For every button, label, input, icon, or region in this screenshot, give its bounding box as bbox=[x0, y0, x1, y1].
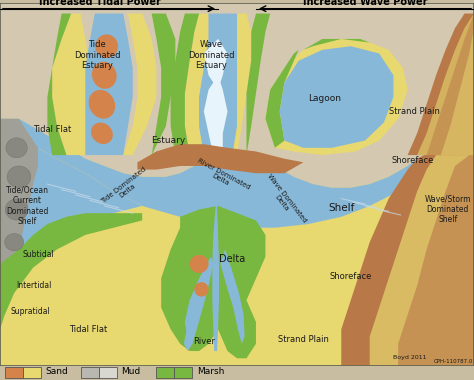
FancyBboxPatch shape bbox=[99, 367, 117, 378]
Text: Shoreface: Shoreface bbox=[329, 272, 372, 281]
Polygon shape bbox=[441, 28, 474, 155]
Text: Wave
Dominated
Estuary: Wave Dominated Estuary bbox=[188, 40, 234, 70]
Text: Subtidal: Subtidal bbox=[23, 250, 55, 260]
Ellipse shape bbox=[89, 90, 115, 119]
Text: Tide Dominated
Delta: Tide Dominated Delta bbox=[100, 166, 151, 210]
Text: Delta: Delta bbox=[219, 253, 246, 263]
Ellipse shape bbox=[7, 166, 31, 188]
Polygon shape bbox=[204, 75, 228, 155]
FancyBboxPatch shape bbox=[174, 367, 192, 378]
Polygon shape bbox=[417, 14, 474, 155]
Ellipse shape bbox=[6, 138, 27, 158]
Text: Supratidal: Supratidal bbox=[11, 307, 51, 317]
Text: CPH-110787.01: CPH-110787.01 bbox=[434, 359, 474, 364]
Polygon shape bbox=[204, 39, 228, 90]
Text: Marsh: Marsh bbox=[197, 367, 224, 376]
Text: River: River bbox=[193, 337, 215, 347]
Text: Wave Dominated
Delta: Wave Dominated Delta bbox=[261, 173, 308, 228]
FancyBboxPatch shape bbox=[156, 367, 174, 378]
Polygon shape bbox=[0, 119, 474, 228]
Polygon shape bbox=[265, 39, 408, 155]
Text: Strand Plain: Strand Plain bbox=[278, 335, 329, 344]
FancyBboxPatch shape bbox=[5, 367, 23, 378]
Polygon shape bbox=[123, 14, 156, 155]
Polygon shape bbox=[398, 155, 474, 366]
Polygon shape bbox=[212, 206, 219, 351]
Polygon shape bbox=[0, 148, 474, 366]
Polygon shape bbox=[265, 50, 299, 148]
Polygon shape bbox=[137, 144, 303, 173]
Polygon shape bbox=[185, 14, 209, 155]
Ellipse shape bbox=[194, 282, 209, 297]
Text: Increased Tidal Power: Increased Tidal Power bbox=[38, 0, 161, 7]
Polygon shape bbox=[47, 14, 71, 155]
Text: Shoreface: Shoreface bbox=[391, 156, 434, 165]
Polygon shape bbox=[0, 119, 38, 275]
Polygon shape bbox=[0, 213, 142, 329]
Text: Increased Wave Power: Increased Wave Power bbox=[303, 0, 427, 7]
Polygon shape bbox=[52, 14, 95, 155]
Text: Tide
Dominated
Estuary: Tide Dominated Estuary bbox=[74, 40, 120, 70]
Polygon shape bbox=[185, 257, 213, 344]
Polygon shape bbox=[85, 14, 133, 155]
Ellipse shape bbox=[5, 199, 28, 220]
FancyBboxPatch shape bbox=[23, 367, 41, 378]
Text: Boyd 2011: Boyd 2011 bbox=[393, 355, 427, 360]
Polygon shape bbox=[370, 148, 474, 366]
Polygon shape bbox=[0, 159, 474, 366]
Text: Lagoon: Lagoon bbox=[308, 94, 341, 103]
Polygon shape bbox=[0, 119, 474, 228]
Text: Mud: Mud bbox=[121, 367, 140, 376]
Polygon shape bbox=[171, 14, 199, 155]
Text: Sand: Sand bbox=[45, 367, 68, 376]
Ellipse shape bbox=[95, 35, 118, 58]
Polygon shape bbox=[184, 286, 205, 351]
Text: River Dominated
Delta: River Dominated Delta bbox=[193, 157, 251, 196]
Polygon shape bbox=[220, 249, 245, 344]
Polygon shape bbox=[427, 14, 474, 155]
Polygon shape bbox=[0, 3, 474, 366]
Text: Strand Plain: Strand Plain bbox=[389, 107, 440, 116]
Polygon shape bbox=[199, 14, 237, 155]
Polygon shape bbox=[232, 14, 251, 155]
Ellipse shape bbox=[190, 255, 209, 273]
Text: Tidal Flat: Tidal Flat bbox=[33, 125, 71, 134]
Polygon shape bbox=[152, 14, 175, 155]
Text: Tide/Ocean
Current
Dominated
Shelf: Tide/Ocean Current Dominated Shelf bbox=[6, 186, 49, 226]
Polygon shape bbox=[161, 206, 265, 358]
Polygon shape bbox=[303, 39, 379, 50]
Text: Wave/Storm
Dominated
Shelf: Wave/Storm Dominated Shelf bbox=[425, 195, 471, 225]
Polygon shape bbox=[341, 148, 474, 366]
Polygon shape bbox=[246, 14, 270, 155]
Text: Estuary: Estuary bbox=[151, 136, 185, 145]
Ellipse shape bbox=[91, 123, 113, 144]
Text: Intertidal: Intertidal bbox=[17, 281, 52, 290]
Text: Tidal Flat: Tidal Flat bbox=[69, 325, 107, 334]
Text: Shelf: Shelf bbox=[328, 203, 355, 213]
FancyBboxPatch shape bbox=[81, 367, 99, 378]
Ellipse shape bbox=[92, 62, 117, 89]
Ellipse shape bbox=[5, 233, 24, 251]
Polygon shape bbox=[408, 14, 474, 155]
Polygon shape bbox=[280, 46, 393, 148]
